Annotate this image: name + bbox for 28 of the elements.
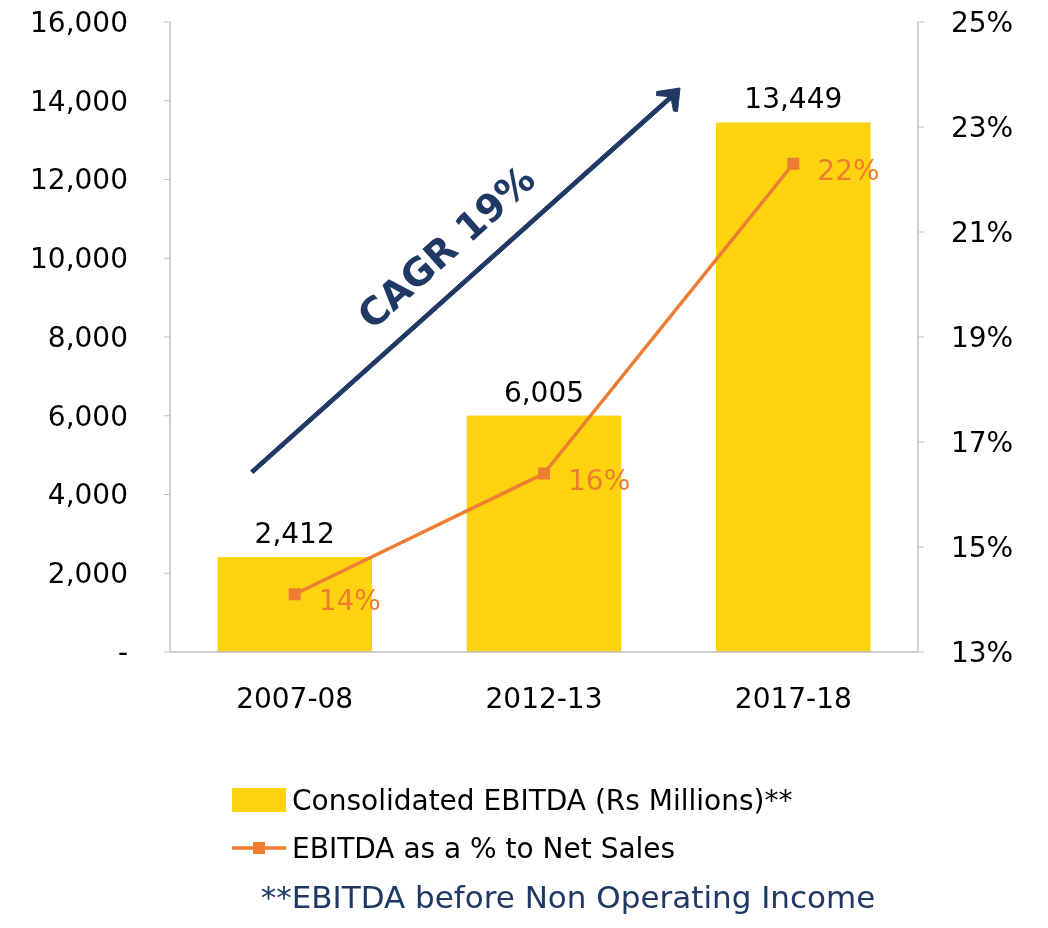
y-tick-label: 8,000: [47, 320, 128, 354]
y2-tick-label: 21%: [950, 215, 1014, 249]
x-tick-label: 2017-18: [734, 682, 852, 715]
legend-label: EBITDA as a % to Net Sales: [292, 831, 676, 865]
point: [538, 467, 550, 480]
y2-tick-label: 19%: [950, 320, 1014, 354]
text: **EBITDA before Non Operating Income: [260, 879, 876, 915]
y-tick-label: 10,000: [30, 242, 128, 276]
point: [787, 157, 800, 170]
y2-tick-label: 13%: [950, 635, 1014, 669]
y-tick-label: -: [117, 635, 128, 669]
y-tick-label: 4,000: [47, 478, 128, 512]
y-tick-label: 2,000: [47, 557, 128, 591]
y-tick-label: 12,000: [30, 163, 128, 197]
x-tick-label: 2012-13: [485, 682, 603, 715]
data-label: 13,449: [744, 82, 843, 116]
y2-tick-label: 23%: [950, 110, 1014, 144]
x-tick-label: 2007-08: [236, 682, 354, 715]
y-tick-label: 6,000: [47, 399, 128, 433]
y-tick-label: 14,000: [30, 84, 128, 118]
point: [288, 588, 301, 601]
y2-tick-label: 25%: [950, 5, 1014, 39]
y2-tick-label: 15%: [950, 530, 1014, 564]
y2-tick-label: 17%: [950, 425, 1014, 459]
data-label: 2,412: [254, 517, 335, 551]
y-tick-label: 16,000: [30, 5, 128, 39]
legend-label: Consolidated EBITDA (Rs Millions)**: [292, 783, 793, 817]
data-label: 6,005: [503, 375, 585, 409]
